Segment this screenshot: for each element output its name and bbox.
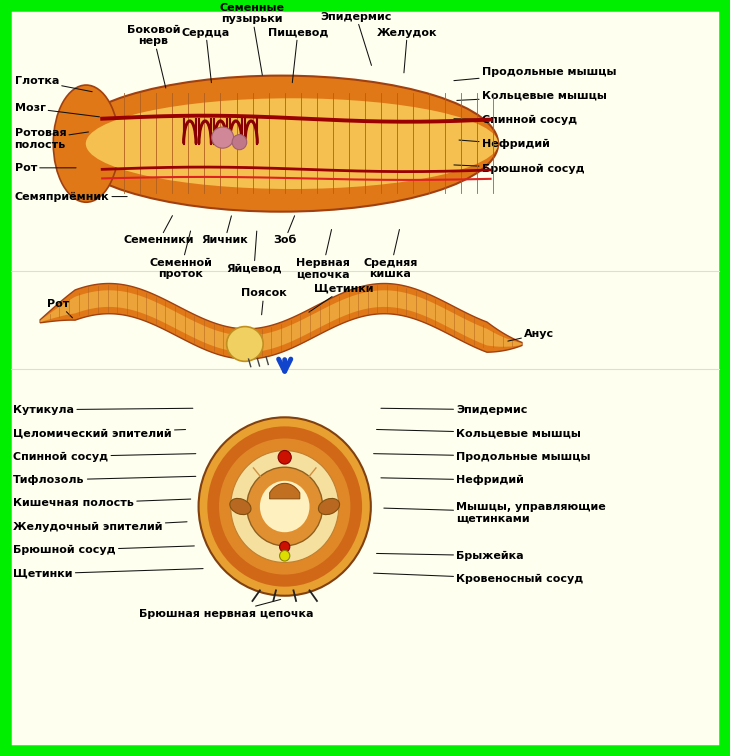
Text: Кольцевые мышцы: Кольцевые мышцы	[377, 428, 581, 438]
Circle shape	[199, 417, 371, 596]
Text: Брюшная нервная цепочка: Брюшная нервная цепочка	[139, 600, 314, 619]
Circle shape	[278, 451, 291, 464]
Ellipse shape	[232, 135, 247, 150]
Text: Щетинки: Щетинки	[13, 569, 203, 579]
Text: Рот: Рот	[15, 163, 76, 173]
Ellipse shape	[86, 98, 498, 189]
Ellipse shape	[318, 498, 339, 515]
Text: Сердца: Сердца	[182, 27, 230, 82]
Text: Брыжейка: Брыжейка	[377, 550, 524, 561]
Text: Желудок: Желудок	[377, 27, 437, 73]
Circle shape	[280, 550, 290, 561]
Text: Спинной сосуд: Спинной сосуд	[454, 115, 577, 125]
Text: Кровеносный сосуд: Кровеносный сосуд	[374, 573, 583, 584]
Text: Глотка: Глотка	[15, 76, 92, 91]
Text: Нервная
цепочка: Нервная цепочка	[296, 230, 350, 279]
Text: Тифлозоль: Тифлозоль	[13, 475, 196, 485]
Text: Кольцевые мышцы: Кольцевые мышцы	[457, 91, 607, 101]
Text: Нефридий: Нефридий	[381, 475, 524, 485]
Text: Боковой
нерв: Боковой нерв	[126, 25, 180, 88]
Text: Спинной сосуд: Спинной сосуд	[13, 451, 196, 462]
Polygon shape	[40, 284, 522, 359]
Text: Щетинки: Щетинки	[309, 284, 374, 312]
Text: Брюшной сосуд: Брюшной сосуд	[454, 163, 585, 174]
Text: Продольные мышцы: Продольные мышцы	[374, 451, 591, 462]
Text: Семяприёмник: Семяприёмник	[15, 191, 127, 202]
Text: Кишечная полость: Кишечная полость	[13, 498, 191, 509]
Ellipse shape	[53, 85, 119, 203]
Text: Продольные мышцы: Продольные мышцы	[454, 67, 616, 81]
Text: Поясок: Поясок	[241, 288, 287, 314]
Text: Рот: Рот	[47, 299, 72, 318]
Text: Эпидермис: Эпидермис	[320, 11, 392, 65]
Circle shape	[231, 451, 339, 562]
Text: Семенные
пузырьки: Семенные пузырьки	[219, 3, 285, 75]
Text: Кутикула: Кутикула	[13, 404, 193, 415]
Text: Пищевод: Пищевод	[268, 27, 328, 82]
Text: Мозг: Мозг	[15, 103, 99, 117]
Polygon shape	[269, 483, 300, 499]
Text: Желудочный эпителий: Желудочный эпителий	[13, 522, 187, 532]
Circle shape	[219, 438, 350, 575]
Text: Семенной
проток: Семенной проток	[150, 231, 212, 279]
Text: Ротовая
полость: Ротовая полость	[15, 129, 88, 150]
Text: Яйцевод: Яйцевод	[226, 231, 282, 274]
Ellipse shape	[64, 76, 498, 212]
Circle shape	[247, 467, 323, 546]
Circle shape	[280, 541, 290, 552]
Text: Брюшной сосуд: Брюшной сосуд	[13, 545, 194, 556]
Text: Нефридий: Нефридий	[459, 139, 550, 150]
Text: Мышцы, управляющие
щетинками: Мышцы, управляющие щетинками	[384, 502, 606, 523]
Text: Эпидермис: Эпидермис	[381, 404, 528, 415]
Text: Анус: Анус	[508, 329, 554, 341]
Text: Семенники: Семенники	[124, 215, 194, 246]
Ellipse shape	[227, 327, 264, 361]
Text: Яичник: Яичник	[201, 216, 248, 246]
Ellipse shape	[212, 127, 234, 148]
Text: Средняя
кишка: Средняя кишка	[364, 230, 418, 279]
Ellipse shape	[230, 498, 251, 515]
Text: Целомический эпителий: Целомический эпителий	[13, 428, 185, 438]
Circle shape	[260, 481, 310, 532]
Text: Зоб: Зоб	[273, 215, 296, 246]
Circle shape	[207, 426, 362, 587]
Polygon shape	[40, 290, 522, 352]
